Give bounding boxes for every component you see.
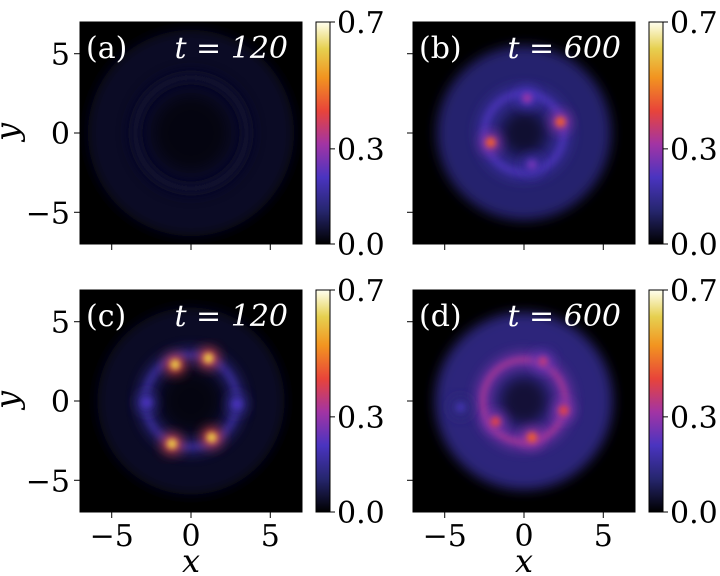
panel-b-time-label: t = 600 bbox=[507, 31, 621, 66]
panel-a-core bbox=[154, 96, 228, 170]
panel-b-colorbar-label: 0.0 bbox=[670, 228, 718, 263]
panel-a-density bbox=[87, 29, 295, 237]
panel-d-time-label: t = 600 bbox=[507, 299, 621, 334]
panel-a-ring-core bbox=[133, 75, 249, 191]
panel-a-ytick-label: 0 bbox=[51, 117, 70, 152]
panel-d-label: (d) bbox=[419, 299, 462, 334]
panel-a-colorbar bbox=[315, 21, 331, 245]
panel-c-peak-5 bbox=[231, 399, 242, 410]
x-axis-label-left: x bbox=[182, 542, 200, 576]
x-axis-label-right: x bbox=[515, 542, 533, 576]
panel-c-time-label: t = 120 bbox=[174, 299, 288, 334]
panel-a-label: (a) bbox=[86, 31, 127, 66]
panel-c-density bbox=[97, 307, 285, 495]
panel-d-density bbox=[435, 312, 613, 490]
panel-a-ytick-label: −5 bbox=[26, 196, 70, 231]
panel-d-colorbar-label: 0.7 bbox=[670, 274, 718, 309]
panel-c-peak-0 bbox=[170, 359, 181, 370]
panel-c-core bbox=[164, 374, 218, 428]
panel-c-colorbar-label: 0.3 bbox=[337, 401, 385, 436]
panel-c-ytick-label: 0 bbox=[51, 385, 70, 420]
panel-a-colorbar-label: 0.7 bbox=[337, 6, 385, 41]
panel-c-xtick-label: 0 bbox=[181, 519, 200, 554]
panel-d-peak-2 bbox=[538, 356, 549, 367]
panel-c-peak-3 bbox=[206, 432, 217, 443]
panel-d-peak-1 bbox=[558, 405, 569, 416]
panel-c-colorbar-label: 0.0 bbox=[337, 496, 385, 531]
panel-d-xtick-label: 5 bbox=[594, 519, 613, 554]
panel-c-peak-4 bbox=[141, 397, 152, 408]
panel-d-xtick-label: 0 bbox=[514, 519, 533, 554]
panel-b-density bbox=[436, 45, 612, 221]
panel-c-xtick-label: −5 bbox=[90, 519, 134, 554]
panel-b-colorbar-label: 0.7 bbox=[670, 6, 718, 41]
panel-a-colorbar-label: 0.3 bbox=[337, 133, 385, 168]
panel-a-colorbar-label: 0.0 bbox=[337, 228, 385, 263]
panel-d-peak-4 bbox=[455, 402, 466, 413]
panel-a-ytick-label: 5 bbox=[51, 38, 70, 73]
panel-b-peak-3 bbox=[526, 159, 537, 170]
panel-c-label: (c) bbox=[86, 299, 126, 334]
panel-c-xtick-label: 5 bbox=[261, 519, 280, 554]
panel-d-core bbox=[501, 378, 547, 424]
panel-c-colorbar-label: 0.7 bbox=[337, 274, 385, 309]
panel-b-colorbar bbox=[648, 21, 664, 245]
panel-d-colorbar-label: 0.0 bbox=[670, 496, 718, 531]
y-axis-label-bottom: y bbox=[0, 390, 26, 411]
panel-a-time-label: t = 120 bbox=[174, 31, 288, 66]
panel-c-colorbar bbox=[315, 289, 331, 513]
panel-c-ytick-label: −5 bbox=[26, 464, 70, 499]
panel-d-xtick-label: −5 bbox=[423, 519, 467, 554]
panel-d-colorbar-label: 0.3 bbox=[670, 401, 718, 436]
panel-c-ytick-label: 5 bbox=[51, 306, 70, 341]
panel-c-peak-2 bbox=[166, 438, 177, 449]
panel-b-peak-1 bbox=[555, 116, 566, 127]
panel-d-peak-3 bbox=[526, 432, 537, 443]
y-axis-label-top: y bbox=[0, 122, 26, 143]
panel-b-label: (b) bbox=[419, 31, 462, 66]
panel-d-peak-0 bbox=[490, 416, 501, 427]
panel-c-peak-1 bbox=[203, 353, 214, 364]
panel-b-peak-0 bbox=[485, 137, 496, 148]
panel-d-colorbar bbox=[648, 289, 664, 513]
panel-b-peak-2 bbox=[522, 93, 533, 104]
panel-b-core bbox=[503, 112, 545, 154]
panel-b-colorbar-label: 0.3 bbox=[670, 133, 718, 168]
